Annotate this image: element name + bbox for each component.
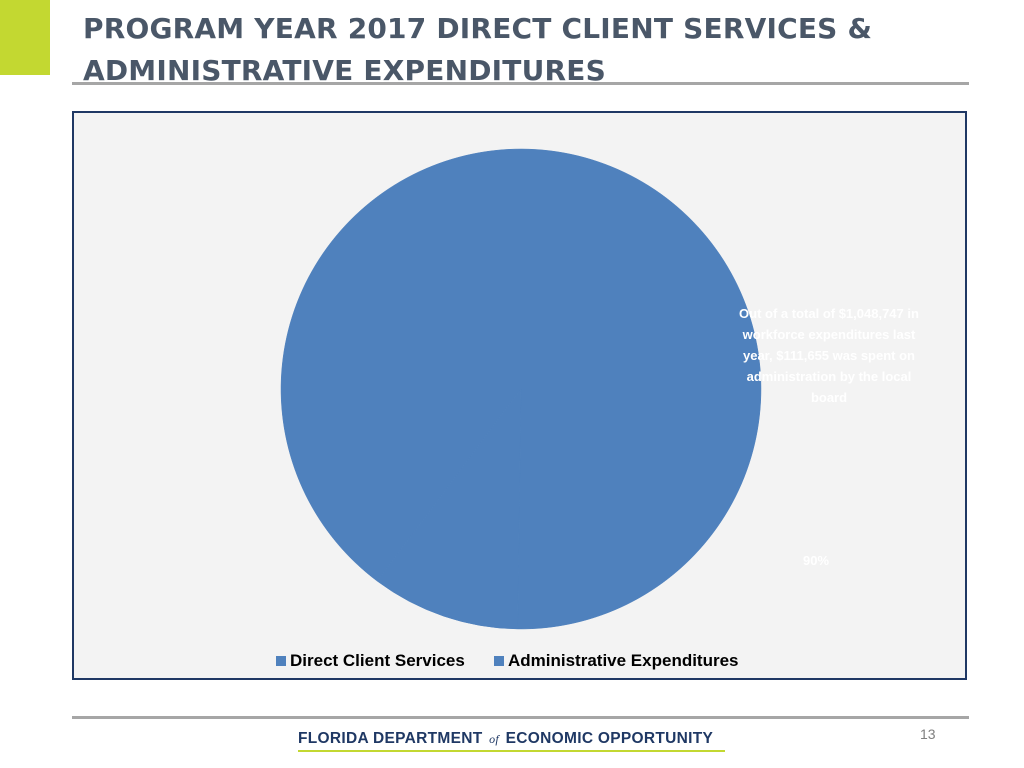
pie-chart-svg: Out of a total of $1,048,747 in workforc… bbox=[276, 148, 919, 670]
data-label-administrative-expenditures: Out of a total of $1,048,747 in workforc… bbox=[739, 306, 919, 405]
legend-label-0: Direct Client Services bbox=[290, 651, 465, 670]
page-number: 13 bbox=[920, 726, 936, 742]
footer-divider bbox=[72, 716, 969, 719]
title-divider bbox=[72, 82, 969, 85]
legend-label-1: Administrative Expenditures bbox=[508, 651, 739, 670]
footer-logo: FLORIDA DEPARTMENT of ECONOMIC OPPORTUNI… bbox=[298, 730, 713, 748]
pie-slice-administrative-expenditures bbox=[376, 388, 522, 630]
slide-title: PROGRAM YEAR 2017 DIRECT CLIENT SERVICES… bbox=[83, 8, 872, 92]
pie-chart: Out of a total of $1,048,747 in workforc… bbox=[72, 111, 967, 680]
slide-title-line-2: ADMINISTRATIVE EXPENDITURES bbox=[83, 54, 606, 87]
legend-swatch-1 bbox=[494, 656, 504, 666]
data-label-direct-client-services: 90% bbox=[803, 553, 829, 568]
footer-logo-of: of bbox=[489, 732, 500, 746]
footer-logo-left: FLORIDA DEPARTMENT bbox=[298, 730, 483, 747]
legend-swatch-0 bbox=[276, 656, 286, 666]
slide-title-line-1: PROGRAM YEAR 2017 DIRECT CLIENT SERVICES… bbox=[83, 12, 873, 45]
footer-logo-underline bbox=[298, 750, 725, 752]
footer-logo-right: ECONOMIC OPPORTUNITY bbox=[505, 730, 714, 747]
accent-bar bbox=[0, 0, 50, 75]
data-label-administrative-expenditures-text: Out of a total of $1,048,747 in workforc… bbox=[739, 306, 919, 405]
